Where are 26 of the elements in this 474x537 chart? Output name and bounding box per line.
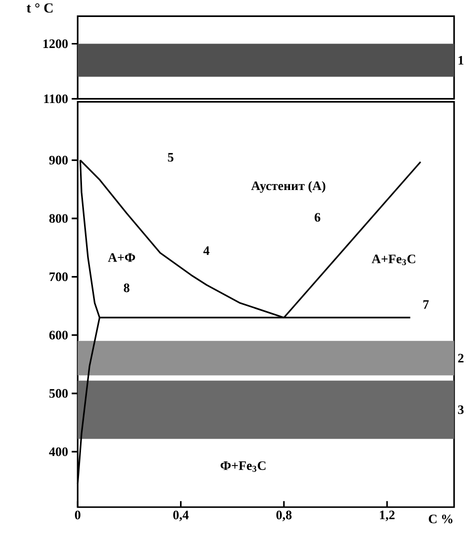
band-label: 2 bbox=[458, 354, 464, 362]
annotation: 6 bbox=[314, 213, 320, 222]
x-tick-label: 0,4 bbox=[173, 510, 189, 522]
annotation: 7 bbox=[423, 300, 429, 309]
annotation: А+Fe$_{3}$C bbox=[372, 254, 416, 266]
annotation: Аустенит (А) bbox=[251, 181, 326, 193]
y-tick-label: 700 bbox=[50, 272, 68, 282]
annotation: 5 bbox=[168, 153, 174, 162]
y-tick-label: 600 bbox=[49, 330, 68, 340]
x-tick-label: 0,8 bbox=[276, 510, 292, 522]
x-axis-title: C % bbox=[428, 514, 452, 524]
x-tick-label: 0 bbox=[74, 510, 80, 520]
y-tick-label: 800 bbox=[49, 214, 68, 223]
x-tick-label: 1,2 bbox=[380, 510, 395, 522]
y-tick-label: 1200 bbox=[43, 39, 68, 48]
annotation: Ф+Fe$_{3}$C bbox=[220, 461, 266, 472]
band-label: 1 bbox=[458, 56, 464, 65]
y-tick-label: 1100 bbox=[44, 94, 68, 104]
annotation: 4 bbox=[203, 246, 210, 255]
annotation: А+Ф bbox=[108, 253, 136, 262]
band-label: 3 bbox=[458, 405, 464, 414]
y-tick-label: 900 bbox=[49, 156, 68, 164]
annotation: 8 bbox=[124, 284, 130, 292]
y-tick-label: 400 bbox=[49, 447, 68, 456]
y-tick-label: 500 bbox=[49, 389, 68, 398]
y-axis-title: t ° C bbox=[26, 3, 53, 13]
